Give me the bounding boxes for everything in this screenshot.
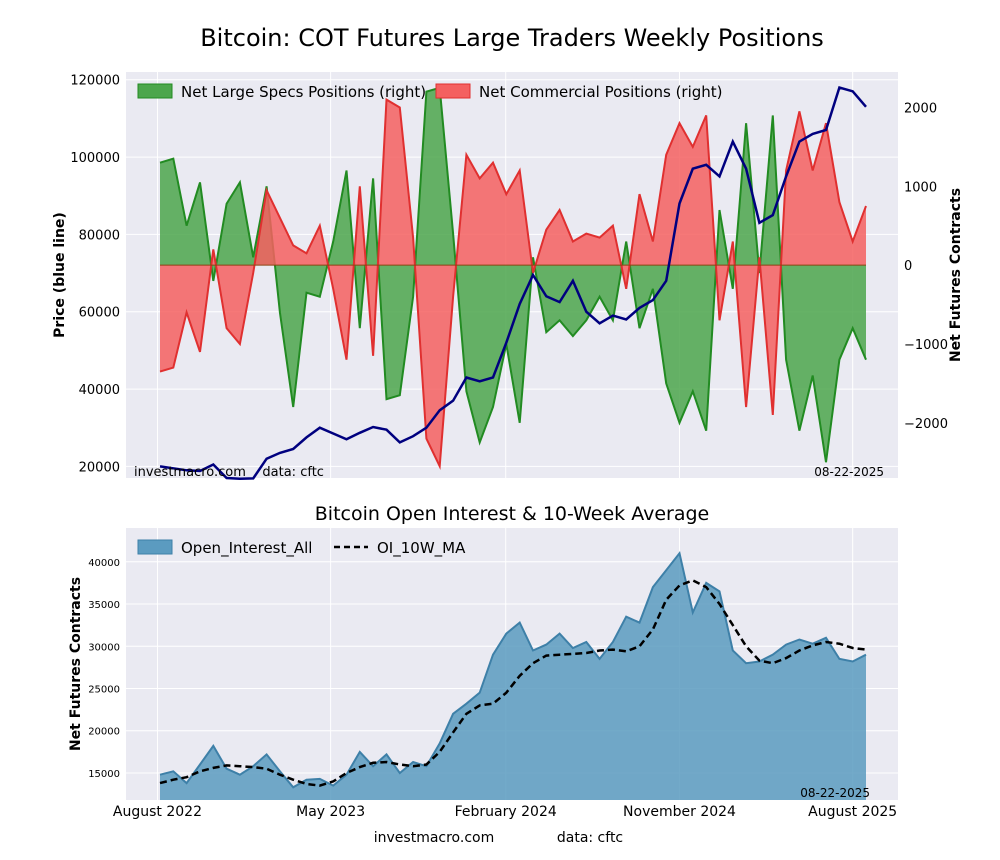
legend-label-specs: Net Large Specs Positions (right) [181, 83, 426, 101]
footer-source: data: cftc [557, 830, 623, 846]
oi-moving-average-line [159, 579, 867, 787]
top-price-line [159, 85, 867, 481]
bottom-chart-title: Bitcoin Open Interest & 10-Week Average [315, 503, 709, 525]
bottom-x-tick-label: May 2023 [296, 804, 365, 820]
ma-line [159, 579, 867, 787]
open-interest-line [159, 551, 867, 789]
bottom-x-tick-label: August 2025 [808, 804, 897, 820]
figure-title: Bitcoin: COT Futures Large Traders Weekl… [200, 24, 824, 52]
top-right-tick-label: 2000 [904, 101, 937, 116]
bottom-legend: Open_Interest_All OI_10W_MA [137, 539, 466, 558]
bottom-x-tick-label: August 2022 [113, 804, 202, 820]
commercials-line [159, 97, 867, 470]
bottom-x-tick-label: November 2024 [623, 804, 736, 820]
top-left-tick-label: 80000 [79, 228, 120, 243]
legend-swatch-specs [137, 83, 173, 99]
legend-swatch-open-interest [137, 539, 173, 555]
top-right-tick-label: −2000 [904, 417, 948, 432]
top-left-tick-label: 40000 [79, 383, 120, 398]
legend-label-ma: OI_10W_MA [377, 539, 466, 558]
top-position-areas [159, 86, 867, 470]
bottom-x-axis-ticks: August 2022 May 2023 February 2024 November… [113, 804, 897, 820]
legend-label-open-interest: Open_Interest_All [181, 539, 312, 558]
bottom-date-stamp: 08-22-2025 [800, 786, 870, 800]
bottom-y-tick-label: 25000 [88, 684, 120, 695]
top-date-stamp: 08-22-2025 [814, 465, 884, 479]
top-left-tick-label: 100000 [70, 151, 120, 166]
bottom-chart: Bitcoin Open Interest & 10-Week Average … [68, 503, 898, 820]
open-interest-area [159, 551, 867, 800]
bottom-y-axis-ticks: 15000 20000 25000 30000 35000 40000 [88, 558, 120, 780]
specs-line [159, 86, 867, 463]
specs-area [160, 87, 866, 463]
bottom-y-tick-label: 30000 [88, 642, 120, 653]
top-left-tick-label: 60000 [79, 306, 120, 321]
legend-label-commercials: Net Commercial Positions (right) [479, 83, 723, 101]
top-left-tick-label: 20000 [79, 460, 120, 475]
top-left-axis-label: Price (blue line) [52, 212, 68, 338]
open-interest-fill [160, 553, 866, 800]
top-watermark: investmacro.com data: cftc [134, 465, 324, 480]
commercials-area [160, 99, 866, 467]
bottom-y-tick-label: 40000 [88, 558, 120, 569]
top-right-tick-label: −1000 [904, 338, 948, 353]
bottom-x-tick-label: February 2024 [455, 804, 557, 820]
legend-swatch-commercials [435, 83, 471, 99]
bottom-y-tick-label: 15000 [88, 769, 120, 780]
top-legend: Net Large Specs Positions (right) Net Co… [137, 83, 723, 101]
bottom-y-axis-label: Net Futures Contracts [68, 577, 84, 751]
top-right-tick-label: 1000 [904, 180, 937, 195]
top-right-axis-ticks: −2000 −1000 0 1000 2000 [904, 101, 948, 431]
price-line [159, 85, 867, 481]
top-right-axis-label: Net Futures Contracts [948, 188, 964, 362]
top-right-tick-label: 0 [904, 259, 912, 274]
footer-site: investmacro.com [374, 830, 494, 846]
top-left-axis-ticks: 20000 40000 60000 80000 100000 120000 [70, 74, 120, 476]
bottom-y-tick-label: 20000 [88, 727, 120, 738]
top-left-tick-label: 120000 [70, 74, 120, 89]
bottom-y-tick-label: 35000 [88, 600, 120, 611]
